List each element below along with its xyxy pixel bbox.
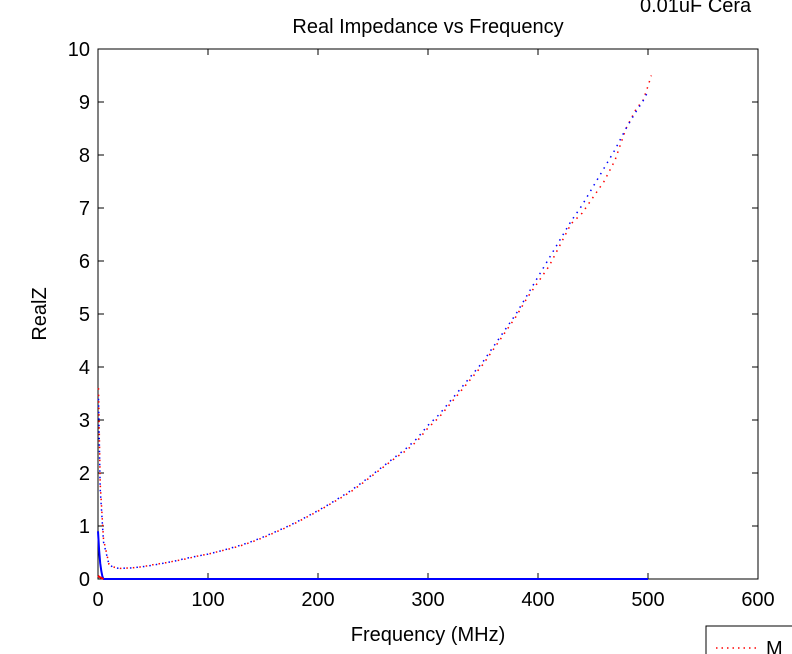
y-tick-label: 1 [79, 516, 90, 538]
legend: M [705, 625, 792, 654]
x-tick-label: 200 [301, 589, 334, 611]
legend-box [705, 625, 792, 654]
series-layer [97, 75, 653, 580]
corner-annotation: 0.01uF Cera [640, 0, 752, 17]
series-line-3 [97, 574, 104, 580]
x-axis: 0 100 200 300 400 500 600 [92, 49, 775, 611]
y-tick-label: 4 [79, 357, 90, 379]
y-axis: 0 1 2 3 4 5 6 7 8 9 10 [68, 39, 758, 591]
y-tick-label: 7 [79, 198, 90, 220]
x-tick-label: 0 [92, 589, 103, 611]
y-tick-label: 2 [79, 463, 90, 485]
x-tick-label: 500 [631, 589, 664, 611]
series-line-0 [97, 75, 653, 570]
y-tick-label: 6 [79, 251, 90, 273]
y-axis-title: RealZ [29, 287, 51, 340]
series-line-1 [97, 91, 649, 570]
y-tick-label: 10 [68, 39, 90, 61]
y-tick-label: 0 [79, 569, 90, 591]
x-tick-label: 100 [191, 589, 224, 611]
x-tick-label: 600 [741, 589, 774, 611]
y-tick-label: 8 [79, 145, 90, 167]
y-tick-label: 9 [79, 92, 90, 114]
legend-label-m: M [766, 638, 783, 654]
plot-area [97, 48, 759, 580]
x-tick-label: 300 [411, 589, 444, 611]
y-tick-label: 5 [79, 304, 90, 326]
x-tick-label: 400 [521, 589, 554, 611]
x-axis-title: Frequency (MHz) [351, 624, 505, 646]
chart-title: Real Impedance vs Frequency [292, 16, 563, 38]
y-tick-label: 3 [79, 410, 90, 432]
